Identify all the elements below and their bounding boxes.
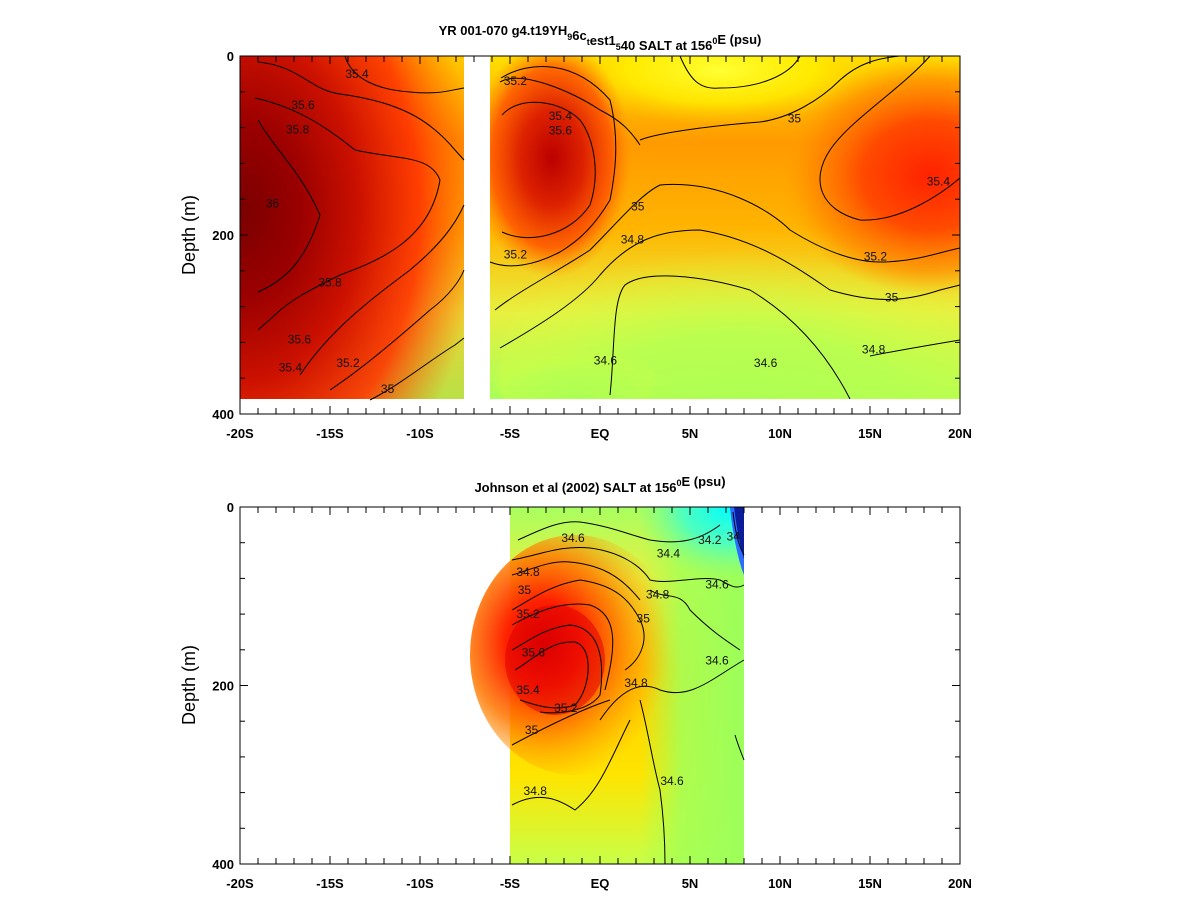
bottom-axis-ticks bbox=[239, 506, 961, 865]
title-part: 9 bbox=[567, 32, 572, 42]
x-tick-label: -10S bbox=[406, 426, 434, 441]
title-part: t bbox=[587, 37, 590, 47]
top-axis-ticks bbox=[239, 55, 961, 415]
bottom-chart-title: Johnson et al (2002) SALT at 1560E (psu) bbox=[474, 474, 725, 495]
title-part: 40 SALT at 156 bbox=[621, 38, 713, 53]
title-part: 6c bbox=[572, 28, 586, 43]
x-tick-label: -20S bbox=[226, 426, 254, 441]
contour-label: 35.2 bbox=[504, 74, 528, 88]
top-y-tick-labels: 0 200 400 bbox=[212, 49, 234, 422]
contour-label: 35.2 bbox=[516, 607, 540, 621]
title-part: E (psu) bbox=[717, 32, 761, 47]
contour-label: 34.6 bbox=[594, 353, 618, 367]
title-part: E (psu) bbox=[682, 474, 726, 489]
contour-label: 34.6 bbox=[754, 356, 778, 370]
title-part: Johnson et al (2002) SALT at 156 bbox=[474, 480, 676, 495]
x-tick-label: 5N bbox=[682, 876, 699, 891]
bottom-salinity-field bbox=[470, 507, 744, 864]
top-x-tick-labels: -20S -15S -10S -5S EQ 5N 10N 15N 20N bbox=[226, 426, 972, 441]
contour-label: 35.2 bbox=[554, 701, 578, 715]
x-tick-label: 10N bbox=[768, 426, 792, 441]
x-tick-label: 20N bbox=[948, 426, 972, 441]
bottom-contours bbox=[511, 511, 745, 865]
contour-label: 34.6 bbox=[705, 578, 729, 592]
x-tick-label: -10S bbox=[406, 876, 434, 891]
x-tick-label: -15S bbox=[316, 876, 344, 891]
contour-label: 35 bbox=[885, 291, 899, 305]
contour-label: 35.2 bbox=[336, 356, 360, 370]
x-tick-label: 15N bbox=[858, 426, 882, 441]
contour-label: 35 bbox=[381, 382, 395, 396]
contour-label: 35 bbox=[525, 723, 539, 737]
contour-label: 34 bbox=[727, 529, 741, 543]
contour-label: 35.4 bbox=[279, 360, 303, 374]
contour-label: 35.6 bbox=[288, 333, 312, 347]
x-tick-label: -20S bbox=[226, 876, 254, 891]
contour-label: 35.6 bbox=[522, 645, 546, 659]
contour-label: 35.2 bbox=[504, 248, 528, 262]
bottom-panel: Johnson et al (2002) SALT at 1560E (psu) bbox=[179, 474, 972, 891]
contour-label: 34.8 bbox=[862, 343, 886, 357]
top-contours bbox=[254, 55, 961, 401]
bottom-x-tick-labels: -20S -15S -10S -5S EQ 5N 10N 15N 20N bbox=[226, 876, 972, 891]
title-part: H bbox=[558, 23, 567, 38]
x-tick-label: EQ bbox=[591, 426, 610, 441]
y-tick-label: 400 bbox=[212, 857, 234, 872]
title-part: 5 bbox=[616, 42, 621, 52]
contour-label: 35 bbox=[637, 612, 651, 626]
top-panel: YR 001-070 g4.t19YH96ctest1540 SALT at 1… bbox=[179, 23, 972, 441]
bottom-y-tick-labels: 0 200 400 bbox=[212, 500, 234, 872]
contour-label: 34.6 bbox=[705, 654, 729, 668]
top-chart-title: YR 001-070 g4.t19YH96ctest1540 SALT at 1… bbox=[439, 23, 762, 53]
contour-label: 34.4 bbox=[657, 546, 681, 560]
contour-label: 34.8 bbox=[524, 784, 548, 798]
contour-label: 34.8 bbox=[516, 565, 540, 579]
title-part: YR 001-070 g4.t19 bbox=[439, 23, 550, 38]
bottom-y-axis-label: Depth (m) bbox=[179, 645, 199, 725]
contour-label: 34.6 bbox=[561, 531, 585, 545]
x-tick-label: EQ bbox=[591, 876, 610, 891]
contour-label: 35.4 bbox=[345, 67, 369, 81]
x-tick-label: -15S bbox=[316, 426, 344, 441]
bottom-contour-labels: 34.6 34.4 34.2 34 34.8 35 34.8 34.6 35.2 35 35.6 34… bbox=[516, 529, 740, 797]
contour-label: 34.2 bbox=[698, 533, 722, 547]
title-part: Y bbox=[549, 23, 558, 38]
contour-label: 35.8 bbox=[318, 275, 342, 289]
y-tick-label: 200 bbox=[212, 228, 234, 243]
contour-label: 36 bbox=[266, 197, 280, 211]
contour-label: 34.8 bbox=[624, 676, 648, 690]
contour-label: 35.6 bbox=[549, 123, 573, 137]
contour-label: 35.4 bbox=[549, 109, 573, 123]
x-tick-label: -5S bbox=[500, 876, 521, 891]
y-tick-label: 200 bbox=[212, 679, 234, 694]
y-tick-label: 400 bbox=[212, 407, 234, 422]
x-tick-label: -5S bbox=[500, 426, 521, 441]
contour-label: 35 bbox=[788, 112, 802, 126]
x-tick-label: 10N bbox=[768, 876, 792, 891]
x-tick-label: 15N bbox=[858, 876, 882, 891]
contour-label: 35 bbox=[518, 583, 532, 597]
contour-label: 35.8 bbox=[286, 122, 310, 136]
x-tick-label: 20N bbox=[948, 876, 972, 891]
y-tick-label: 0 bbox=[227, 49, 234, 64]
contour-label: 35.4 bbox=[516, 683, 540, 697]
contour-label: 34.8 bbox=[621, 232, 645, 246]
x-tick-label: 5N bbox=[682, 426, 699, 441]
title-part: est1 bbox=[590, 33, 616, 48]
contour-label: 34.6 bbox=[660, 774, 684, 788]
contour-label: 35.2 bbox=[864, 249, 888, 263]
contour-label: 35.4 bbox=[927, 174, 951, 188]
contour-label: 35 bbox=[631, 199, 645, 213]
y-tick-label: 0 bbox=[227, 500, 234, 515]
contour-label: 35.6 bbox=[291, 98, 315, 112]
top-y-axis-label: Depth (m) bbox=[179, 195, 199, 275]
contour-label: 34.8 bbox=[646, 587, 670, 601]
top-salinity-field bbox=[240, 56, 960, 399]
title-part: 0 bbox=[676, 478, 681, 488]
title-part: 0 bbox=[712, 36, 717, 46]
